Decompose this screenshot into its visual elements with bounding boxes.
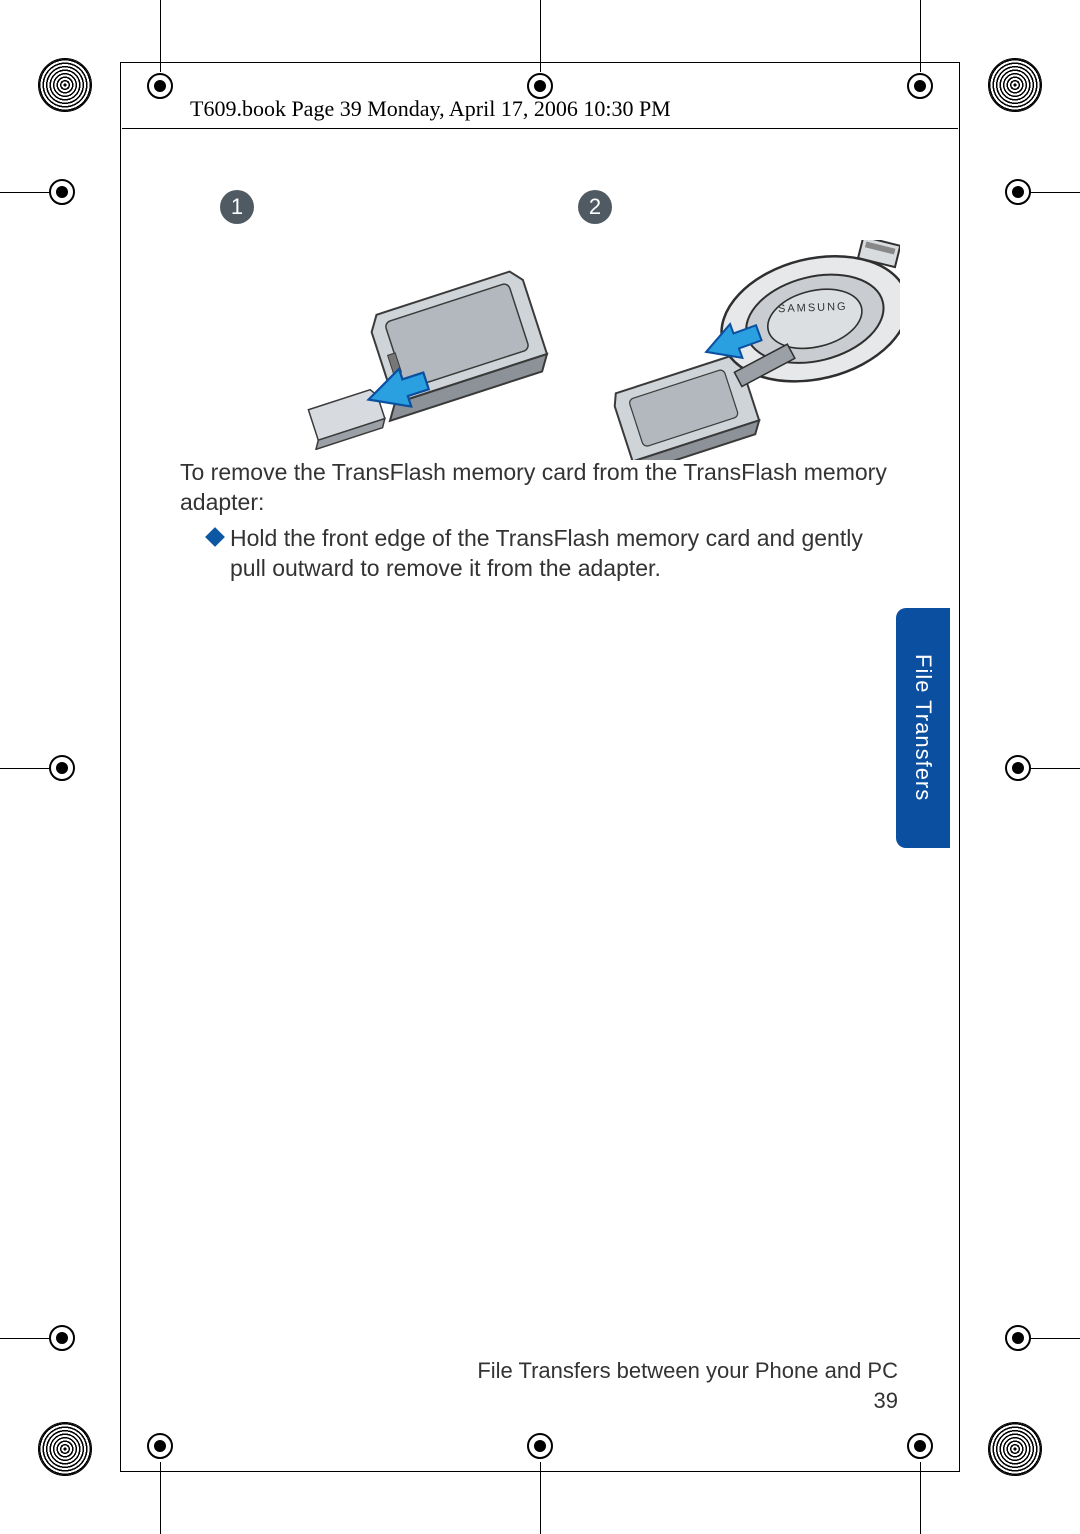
crop-dot [1005,755,1031,781]
page-number: 39 [477,1388,898,1414]
svg-text:SAMSUNG: SAMSUNG [778,301,848,315]
section-tab: File Transfers [896,608,950,848]
step-marker-2: 2 [578,190,612,224]
crop-mark [160,1462,161,1534]
footer-section-title: File Transfers between your Phone and PC [477,1358,898,1384]
crop-dot [49,179,75,205]
header-rule [122,128,958,129]
illustration-sd-adapter [260,270,550,450]
crop-dot [1005,179,1031,205]
diamond-bullet-icon [205,527,225,547]
registration-spiral-tr [988,58,1042,112]
registration-spiral-tl [38,58,92,112]
crop-dot [49,1325,75,1351]
page-footer: File Transfers between your Phone and PC… [477,1358,898,1414]
step-marker-1: 1 [220,190,254,224]
running-head: T609.book Page 39 Monday, April 17, 2006… [190,96,671,122]
registration-spiral-bl [38,1422,92,1476]
registration-spiral-br [988,1422,1042,1476]
bullet-item: Hold the front edge of the TransFlash me… [180,524,900,584]
bullet-text: Hold the front edge of the TransFlash me… [230,524,900,584]
crop-dot [1005,1325,1031,1351]
crop-dot [49,755,75,781]
intro-paragraph: To remove the TransFlash memory card fro… [180,458,900,518]
illustration-usb-reader: SAMSUNG [570,240,900,460]
illustration-row: SAMSUNG [220,230,900,450]
crop-mark [920,1462,921,1534]
body-text: To remove the TransFlash memory card fro… [180,458,900,584]
crop-mark [540,1462,541,1534]
section-tab-label: File Transfers [910,654,936,801]
